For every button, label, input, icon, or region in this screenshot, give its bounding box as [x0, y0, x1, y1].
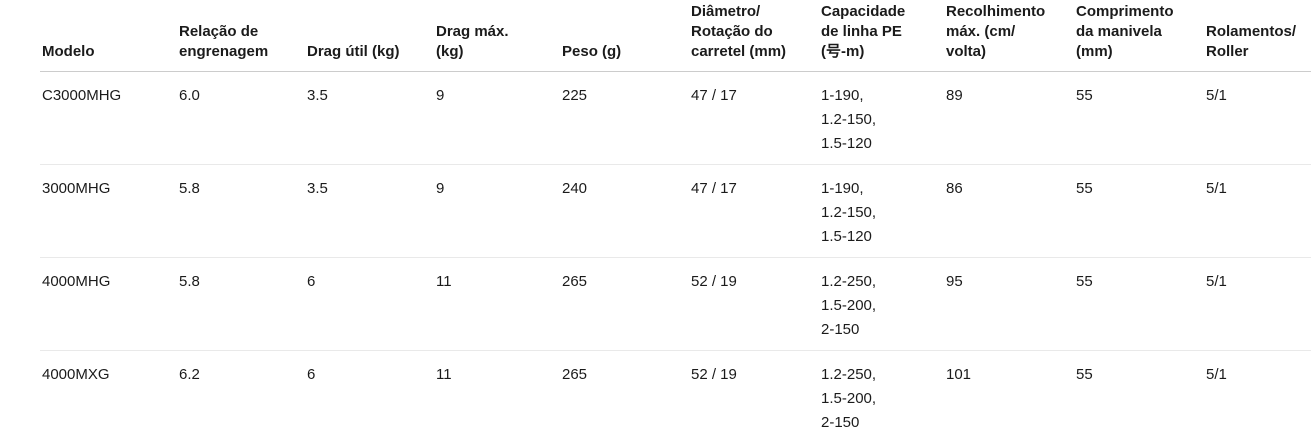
- cell-spool-dimensions: 52 / 19: [691, 366, 737, 383]
- spec-table-container: Modelo Relação de engrenagem Drag útil (…: [40, 0, 1311, 443]
- column-header-weight: Peso (g): [560, 0, 689, 72]
- cell-max-retrieve: 89: [944, 71, 1074, 165]
- column-header-max-drag: Drag máx. (kg): [434, 0, 560, 72]
- cell-gear-ratio: 5.8: [177, 164, 305, 258]
- column-header-usable-drag: Drag útil (kg): [305, 0, 434, 72]
- header-row: Modelo Relação de engrenagem Drag útil (…: [40, 0, 1311, 72]
- cell-pe-line-capacity: 1.2-250, 1.5-200, 2-150: [821, 366, 877, 431]
- cell-pe-line-capacity: 1-190, 1.2-150, 1.5-120: [819, 71, 944, 165]
- cell-max-retrieve: 101: [946, 366, 972, 383]
- column-header-modelo: Modelo: [40, 0, 177, 72]
- cell-gear-ratio: 6.2: [179, 366, 200, 383]
- cell-handle-length: 55: [1074, 257, 1204, 351]
- cell-modelo: 4000MXG: [42, 366, 110, 383]
- cell-spool-dimensions: 52 / 19: [689, 257, 819, 351]
- cell-weight: 265: [562, 366, 588, 383]
- column-header-pe-line-capacity: Capacidade de linha PE (号-m): [819, 0, 944, 72]
- cell-gear-ratio: 5.8: [177, 257, 305, 351]
- column-header-gear-ratio: Relação de engrenagem: [177, 0, 305, 72]
- cell-usable-drag: 3.5: [305, 71, 434, 165]
- column-header-spool-dimensions: Diâmetro/ Rotação do carretel (mm): [689, 0, 819, 72]
- column-header-max-retrieve: Recolhimento máx. (cm/ volta): [944, 0, 1074, 72]
- cell-gear-ratio: 6.0: [177, 71, 305, 165]
- cell-handle-length: 55: [1076, 366, 1093, 383]
- table-row: 4000MXG 6.2 6 11 265 52 / 19 1.2-250, 1.…: [40, 351, 1311, 444]
- cell-spool-dimensions: 47 / 17: [689, 71, 819, 165]
- cell-max-retrieve: 95: [944, 257, 1074, 351]
- cell-max-drag: 9: [434, 71, 560, 165]
- cell-weight: 265: [560, 257, 689, 351]
- cell-usable-drag: 3.5: [305, 164, 434, 258]
- cell-bearings: 5/1: [1204, 164, 1311, 258]
- cell-handle-length: 55: [1074, 71, 1204, 165]
- cell-usable-drag: 6: [307, 366, 316, 383]
- cell-bearings: 5/1: [1206, 366, 1227, 383]
- cell-max-retrieve: 86: [944, 164, 1074, 258]
- cell-weight: 225: [560, 71, 689, 165]
- cell-spool-dimensions: 47 / 17: [689, 164, 819, 258]
- cell-handle-length: 55: [1074, 164, 1204, 258]
- table-row: 3000MHG 5.8 3.5 9 240 47 / 17 1-190, 1.2…: [40, 164, 1311, 258]
- cell-bearings: 5/1: [1204, 71, 1311, 165]
- cell-modelo: 3000MHG: [40, 164, 177, 258]
- cell-modelo: 4000MHG: [40, 257, 177, 351]
- cell-pe-line-capacity: 1-190, 1.2-150, 1.5-120: [819, 164, 944, 258]
- column-header-bearings: Rolamentos/ Roller: [1204, 0, 1311, 72]
- column-header-handle-length: Comprimento da manivela (mm): [1074, 0, 1204, 72]
- cell-modelo: C3000MHG: [40, 71, 177, 165]
- reel-specifications-table: Modelo Relação de engrenagem Drag útil (…: [40, 0, 1311, 443]
- table-row: C3000MHG 6.0 3.5 9 225 47 / 17 1-190, 1.…: [40, 71, 1311, 165]
- cell-max-drag: 11: [434, 257, 560, 351]
- cell-bearings: 5/1: [1204, 257, 1311, 351]
- table-row: 4000MHG 5.8 6 11 265 52 / 19 1.2-250, 1.…: [40, 257, 1311, 351]
- cell-weight: 240: [560, 164, 689, 258]
- cell-usable-drag: 6: [305, 257, 434, 351]
- cell-max-drag: 11: [436, 366, 452, 383]
- cell-pe-line-capacity: 1.2-250, 1.5-200, 2-150: [819, 257, 944, 351]
- cell-max-drag: 9: [434, 164, 560, 258]
